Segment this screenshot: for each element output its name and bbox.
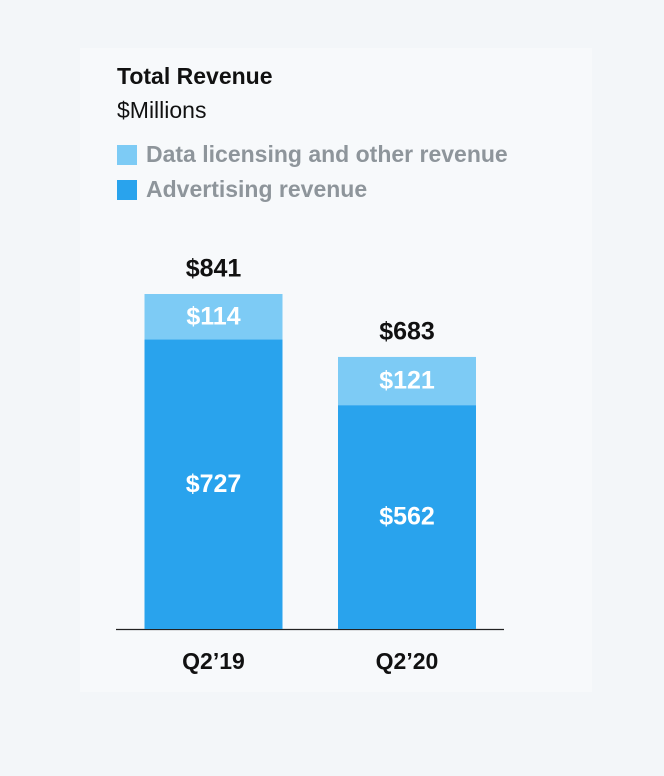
legend-swatch [117, 145, 137, 165]
legend-swatch [117, 180, 137, 200]
bar-segment [338, 356, 476, 406]
value-label: $114 [186, 302, 240, 330]
bar-segment [338, 405, 476, 629]
legend-label: Advertising revenue [146, 176, 367, 202]
value-label: $121 [379, 367, 435, 395]
legend-label: Data licensing and other revenue [146, 141, 508, 167]
value-label: $562 [379, 503, 435, 531]
x-tick-label: Q2’20 [376, 648, 439, 674]
chart-title: Total Revenue [117, 63, 273, 89]
total-label: $683 [379, 318, 435, 346]
value-label: $727 [186, 470, 242, 498]
bar-segment [144, 294, 283, 340]
x-tick-label: Q2’19 [182, 648, 245, 674]
chart-subtitle: $Millions [117, 97, 206, 123]
total-label: $841 [186, 255, 242, 283]
bar-segment [144, 339, 283, 629]
